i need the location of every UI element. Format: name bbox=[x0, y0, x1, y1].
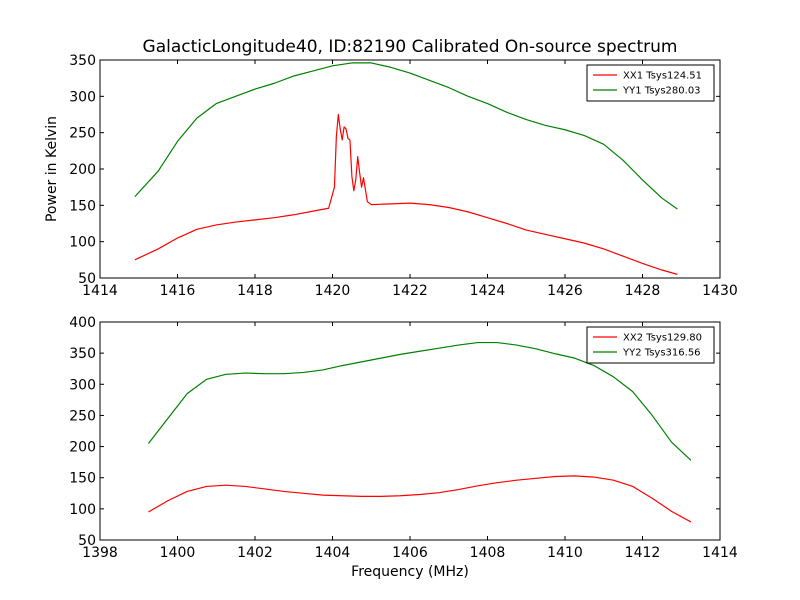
legend-label-p1-1: XX1 Tsys124.51 bbox=[623, 71, 702, 82]
x-tick-label-p1-4: 1422 bbox=[392, 283, 428, 299]
series-line-p2-2 bbox=[147, 341, 692, 461]
y-tick-label-p2-3: 200 bbox=[69, 440, 96, 456]
y-tick-label-p1-3: 200 bbox=[69, 162, 96, 178]
y-tick-label-p2-6: 350 bbox=[69, 346, 96, 362]
x-tick-label-p1-7: 1428 bbox=[625, 283, 661, 299]
legend-label-p2-1: XX2 Tsys129.80 bbox=[623, 333, 702, 344]
y-tick-label-p2-1: 100 bbox=[69, 502, 96, 518]
y-tick-label-p1-2: 150 bbox=[69, 198, 96, 214]
x-axis-label-p2: Frequency (MHz) bbox=[351, 564, 469, 580]
y-tick-label-p2-2: 150 bbox=[69, 471, 96, 487]
x-tick-label-p2-5: 1408 bbox=[470, 545, 506, 561]
chart-title-p1: GalacticLongitude40, ID:82190 Calibrated… bbox=[143, 37, 678, 57]
y-tick-label-p1-5: 300 bbox=[69, 89, 96, 105]
x-tick-label-p1-1: 1416 bbox=[160, 283, 196, 299]
y-tick-label-p2-7: 400 bbox=[69, 315, 96, 331]
y-tick-label-p1-0: 50 bbox=[78, 271, 96, 287]
x-tick-label-p1-2: 1418 bbox=[237, 283, 273, 299]
y-tick-label-p1-1: 100 bbox=[69, 235, 96, 251]
series-line-p1-1 bbox=[134, 113, 678, 275]
y-tick-label-p2-4: 250 bbox=[69, 408, 96, 424]
x-tick-label-p1-6: 1426 bbox=[547, 283, 583, 299]
legend-box-p2 bbox=[586, 326, 715, 364]
x-tick-label-p1-0: 1414 bbox=[82, 283, 118, 299]
legend-label-p1-2: YY1 Tsys280.03 bbox=[622, 86, 701, 97]
x-tick-label-p2-0: 1398 bbox=[82, 545, 118, 561]
x-tick-label-p2-6: 1410 bbox=[547, 545, 583, 561]
y-tick-label-p2-5: 300 bbox=[69, 377, 96, 393]
x-tick-label-p2-2: 1402 bbox=[237, 545, 273, 561]
y-tick-label-p1-6: 350 bbox=[69, 53, 96, 69]
x-tick-label-p2-3: 1404 bbox=[315, 545, 351, 561]
y-tick-label-p2-0: 50 bbox=[78, 533, 96, 549]
series-line-p2-1 bbox=[148, 475, 692, 523]
legend-box-p1 bbox=[586, 64, 715, 102]
series-line-p1-2 bbox=[134, 62, 678, 210]
x-tick-label-p2-4: 1406 bbox=[392, 545, 428, 561]
x-tick-label-p1-5: 1424 bbox=[470, 283, 506, 299]
x-tick-label-p1-8: 1430 bbox=[702, 283, 738, 299]
x-tick-label-p2-8: 1414 bbox=[702, 545, 738, 561]
legend-label-p2-2: YY2 Tsys316.56 bbox=[622, 348, 701, 359]
x-tick-label-p2-7: 1412 bbox=[625, 545, 661, 561]
x-tick-label-p1-3: 1420 bbox=[315, 283, 351, 299]
y-tick-label-p1-4: 250 bbox=[69, 126, 96, 142]
y-axis-label-p1: Power in Kelvin bbox=[44, 116, 60, 222]
x-tick-label-p2-1: 1400 bbox=[160, 545, 196, 561]
